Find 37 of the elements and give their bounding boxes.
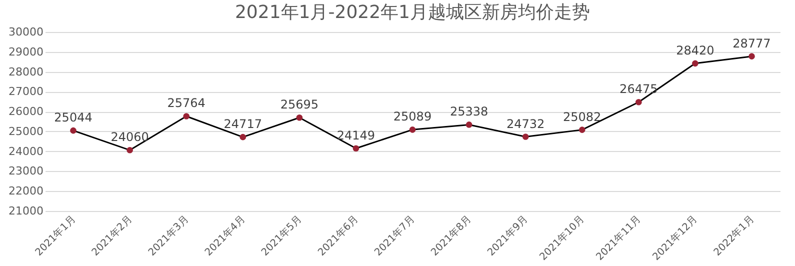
y-tick-label: 25000 [8,124,44,138]
y-tick-label: 27000 [8,85,44,98]
y-tick-label: 23000 [8,164,44,178]
data-label: 25082 [563,110,602,124]
data-label: 25338 [450,104,488,119]
point [126,146,133,154]
point [522,134,529,140]
point [578,126,586,133]
data-label: 26475 [620,82,658,96]
data-label: 24717 [224,117,262,132]
data-label: 25764 [167,96,206,110]
data-label: 28420 [676,43,714,58]
data-label: 24060 [110,130,149,144]
chart-title: 2021年1月-2022年1月越城区新房均价走势 [234,2,590,23]
data-label: 28777 [732,36,771,50]
point [748,53,755,60]
y-tick-label: 24000 [8,144,44,158]
point [466,122,472,128]
point [70,127,76,134]
data-label: 25695 [280,98,319,112]
y-tick-label: 21000 [8,204,44,218]
y-tick-label: 22000 [8,184,44,198]
point [635,98,642,106]
data-label: 24149 [336,128,376,142]
y-tick-label: 29000 [8,45,44,58]
y-tick-label: 28000 [8,65,44,78]
data-label: 24732 [506,116,545,131]
point [409,126,416,133]
point [183,113,190,120]
y-tick-label: 26000 [8,105,44,118]
y-tick-label: 30000 [8,26,44,38]
point [692,60,698,67]
data-label: 25044 [54,110,92,125]
data-label: 25089 [393,110,432,124]
point [352,145,360,152]
point [296,114,303,121]
point [240,134,246,140]
